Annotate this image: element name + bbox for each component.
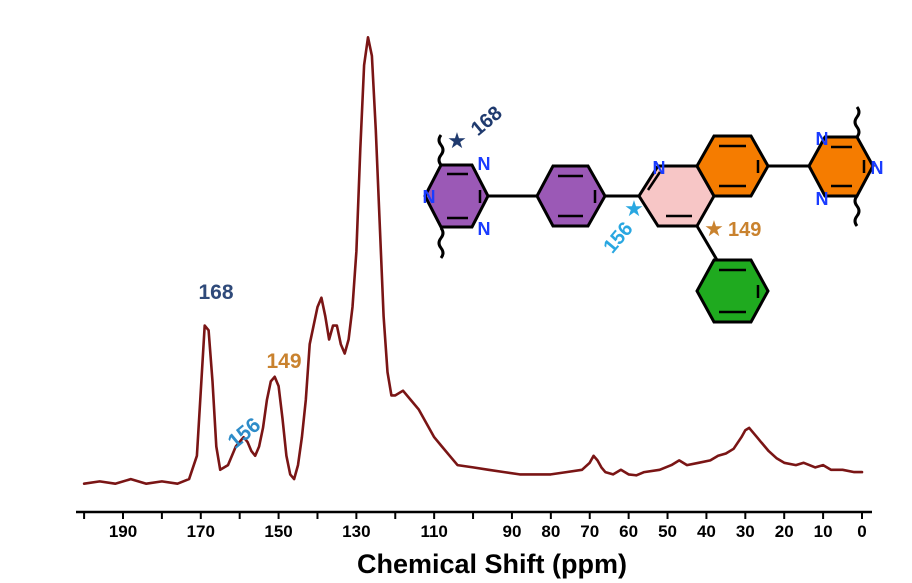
x-tick-label: 170 (187, 522, 215, 541)
triazine-ring-left (423, 163, 490, 229)
nitrogen-atom: N (871, 158, 884, 178)
wavy-bond-right-top (853, 106, 861, 138)
x-axis-tick-labels: 190 170 150 130 110 90 80 70 60 50 40 30 20 10 0 (109, 522, 867, 541)
x-tick-label: 50 (658, 522, 677, 541)
star-label-149: 149 (728, 219, 761, 241)
star-156-icon: ★ (624, 197, 644, 222)
star-label-156: 156 (599, 218, 637, 258)
single-bond (695, 225, 719, 261)
wavy-bond-right-bottom (853, 195, 861, 227)
star-149-icon: ★ (704, 217, 724, 242)
x-tick-label: 40 (697, 522, 716, 541)
x-axis-title: Chemical Shift (ppm) (357, 549, 627, 579)
wavy-bond-left-bottom (437, 227, 445, 259)
molecule-structure: N N N ★ 168 N N N N (423, 102, 884, 324)
phenyl-ring-left (535, 164, 607, 228)
wavy-bond-left-top (437, 134, 445, 166)
x-tick-label: 110 (420, 522, 447, 541)
nitrogen-atom: N (816, 189, 829, 209)
x-tick-label: 20 (775, 522, 794, 541)
x-tick-label: 10 (814, 522, 833, 541)
x-axis-ticks (83, 512, 863, 519)
nitrogen-atom: N (653, 158, 666, 178)
nitrogen-atom: N (478, 219, 491, 239)
x-tick-label: 90 (502, 522, 521, 541)
x-tick-label: 0 (857, 522, 866, 541)
star-label-168: 168 (467, 102, 507, 140)
nitrogen-atom: N (816, 129, 829, 149)
x-tick-label: 30 (736, 522, 755, 541)
star-168-icon: ★ (447, 129, 467, 154)
spectrum-series-line (82, 36, 864, 485)
fused-benzo-ring (695, 134, 770, 198)
x-tick-label: 190 (109, 522, 137, 541)
peak-label-168: 168 (198, 281, 233, 304)
peak-label-149: 149 (266, 350, 301, 373)
x-tick-label: 60 (619, 522, 638, 541)
nitrogen-atom: N (478, 154, 491, 174)
x-tick-label: 80 (541, 522, 560, 541)
x-tick-label: 70 (580, 522, 599, 541)
double-bond-line (646, 171, 662, 191)
x-tick-label: 150 (264, 522, 292, 541)
x-tick-label: 130 (342, 522, 370, 541)
phenyl-ring-bottom (695, 258, 770, 324)
nitrogen-atom: N (423, 187, 436, 207)
